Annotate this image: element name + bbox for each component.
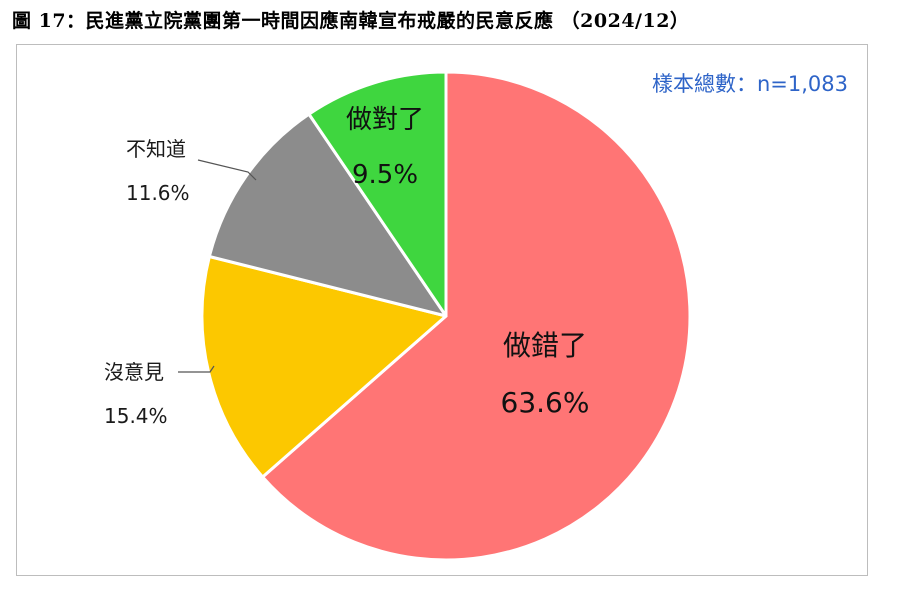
sample-size-label: 樣本總數：n=1,083	[652, 72, 848, 96]
slice-mei-yi-jian	[200, 254, 448, 479]
slice-label-zuo-cuo-le: 做錯了	[503, 329, 587, 362]
slice-zuo-cuo-le	[261, 70, 692, 562]
slice-value-zuo-cuo-le: 63.6%	[501, 386, 590, 419]
slice-value-zuo-dui-le: 9.5%	[352, 160, 418, 190]
pie-slices	[200, 70, 692, 562]
slice-label-mei-yi-jian: 沒意見	[104, 360, 164, 384]
slice-bu-zhi-dao	[207, 112, 448, 318]
slice-zuo-dui-le	[307, 70, 448, 318]
leader-line-bu-zhi-dao	[197, 159, 257, 181]
figure-title: 圖 17：民進黨立院黨團第一時間因應南韓宣布戒嚴的民意反應 （2024/12）	[12, 10, 690, 32]
slice-label-bu-zhi-dao: 不知道	[126, 137, 186, 161]
slice-value-bu-zhi-dao: 11.6%	[126, 181, 190, 205]
slice-label-zuo-dui-le: 做對了	[346, 105, 424, 135]
slice-value-mei-yi-jian: 15.4%	[104, 404, 168, 428]
leader-line-mei-yi-jian	[178, 365, 215, 373]
leader-lines	[178, 159, 257, 373]
